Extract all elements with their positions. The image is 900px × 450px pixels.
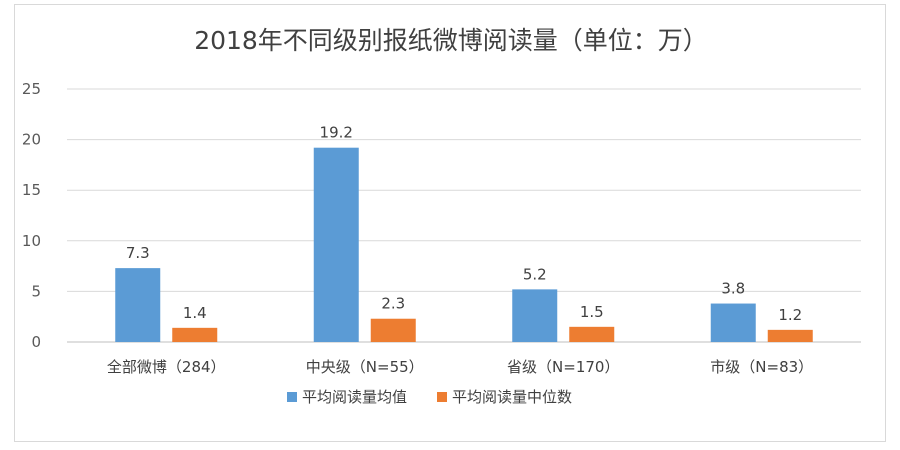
category-labels: 全部微博（284） 中央级（N=55） 省级（N=170） 市级（N=83） bbox=[107, 358, 813, 376]
y-tick-label: 25 bbox=[22, 80, 41, 98]
chart-title: 2018年不同级别报纸微博阅读量（单位：万） bbox=[194, 26, 708, 55]
bars bbox=[115, 147, 813, 342]
y-tick-label: 10 bbox=[22, 232, 41, 250]
bar-median bbox=[767, 329, 813, 342]
legend-label: 平均阅读量均值 bbox=[302, 388, 407, 406]
category-label: 中央级（N=55） bbox=[306, 358, 424, 376]
bar-median bbox=[569, 326, 615, 342]
data-label: 3.8 bbox=[721, 280, 745, 298]
category-label: 全部微博（284） bbox=[107, 358, 226, 376]
y-tick-label: 20 bbox=[22, 131, 41, 149]
y-tick-label: 0 bbox=[31, 333, 41, 351]
data-label: 1.5 bbox=[580, 303, 604, 321]
category-label: 省级（N=170） bbox=[507, 358, 619, 376]
legend-label: 平均阅读量中位数 bbox=[452, 388, 572, 406]
legend: 平均阅读量均值 平均阅读量中位数 bbox=[287, 388, 572, 406]
data-labels: 7.3 1.4 19.2 2.3 5.2 1.5 3.8 1.2 bbox=[126, 124, 802, 324]
category-label: 市级（N=83） bbox=[710, 358, 813, 376]
bar-mean bbox=[710, 303, 756, 342]
y-axis-ticks: 0 5 10 15 20 25 bbox=[22, 80, 41, 351]
chart-frame: 2018年不同级别报纸微博阅读量（单位：万） 0 5 10 15 20 25 7.3 1.4… bbox=[14, 4, 886, 442]
data-label: 19.2 bbox=[320, 124, 353, 142]
bar-mean bbox=[512, 289, 558, 342]
bar-median bbox=[172, 327, 218, 342]
y-tick-label: 15 bbox=[22, 181, 41, 199]
data-label: 1.4 bbox=[183, 304, 207, 322]
legend-swatch-mean bbox=[287, 392, 297, 402]
data-label: 5.2 bbox=[523, 265, 547, 283]
bar-chart: 2018年不同级别报纸微博阅读量（单位：万） 0 5 10 15 20 25 7.3 1.4… bbox=[22, 26, 861, 406]
bar-median bbox=[370, 318, 416, 342]
data-label: 2.3 bbox=[381, 295, 405, 313]
data-label: 1.2 bbox=[778, 306, 802, 324]
legend-swatch-median bbox=[437, 392, 447, 402]
data-label: 7.3 bbox=[126, 244, 150, 262]
bar-mean bbox=[313, 147, 359, 342]
y-tick-label: 5 bbox=[31, 282, 41, 300]
bar-mean bbox=[115, 268, 161, 342]
